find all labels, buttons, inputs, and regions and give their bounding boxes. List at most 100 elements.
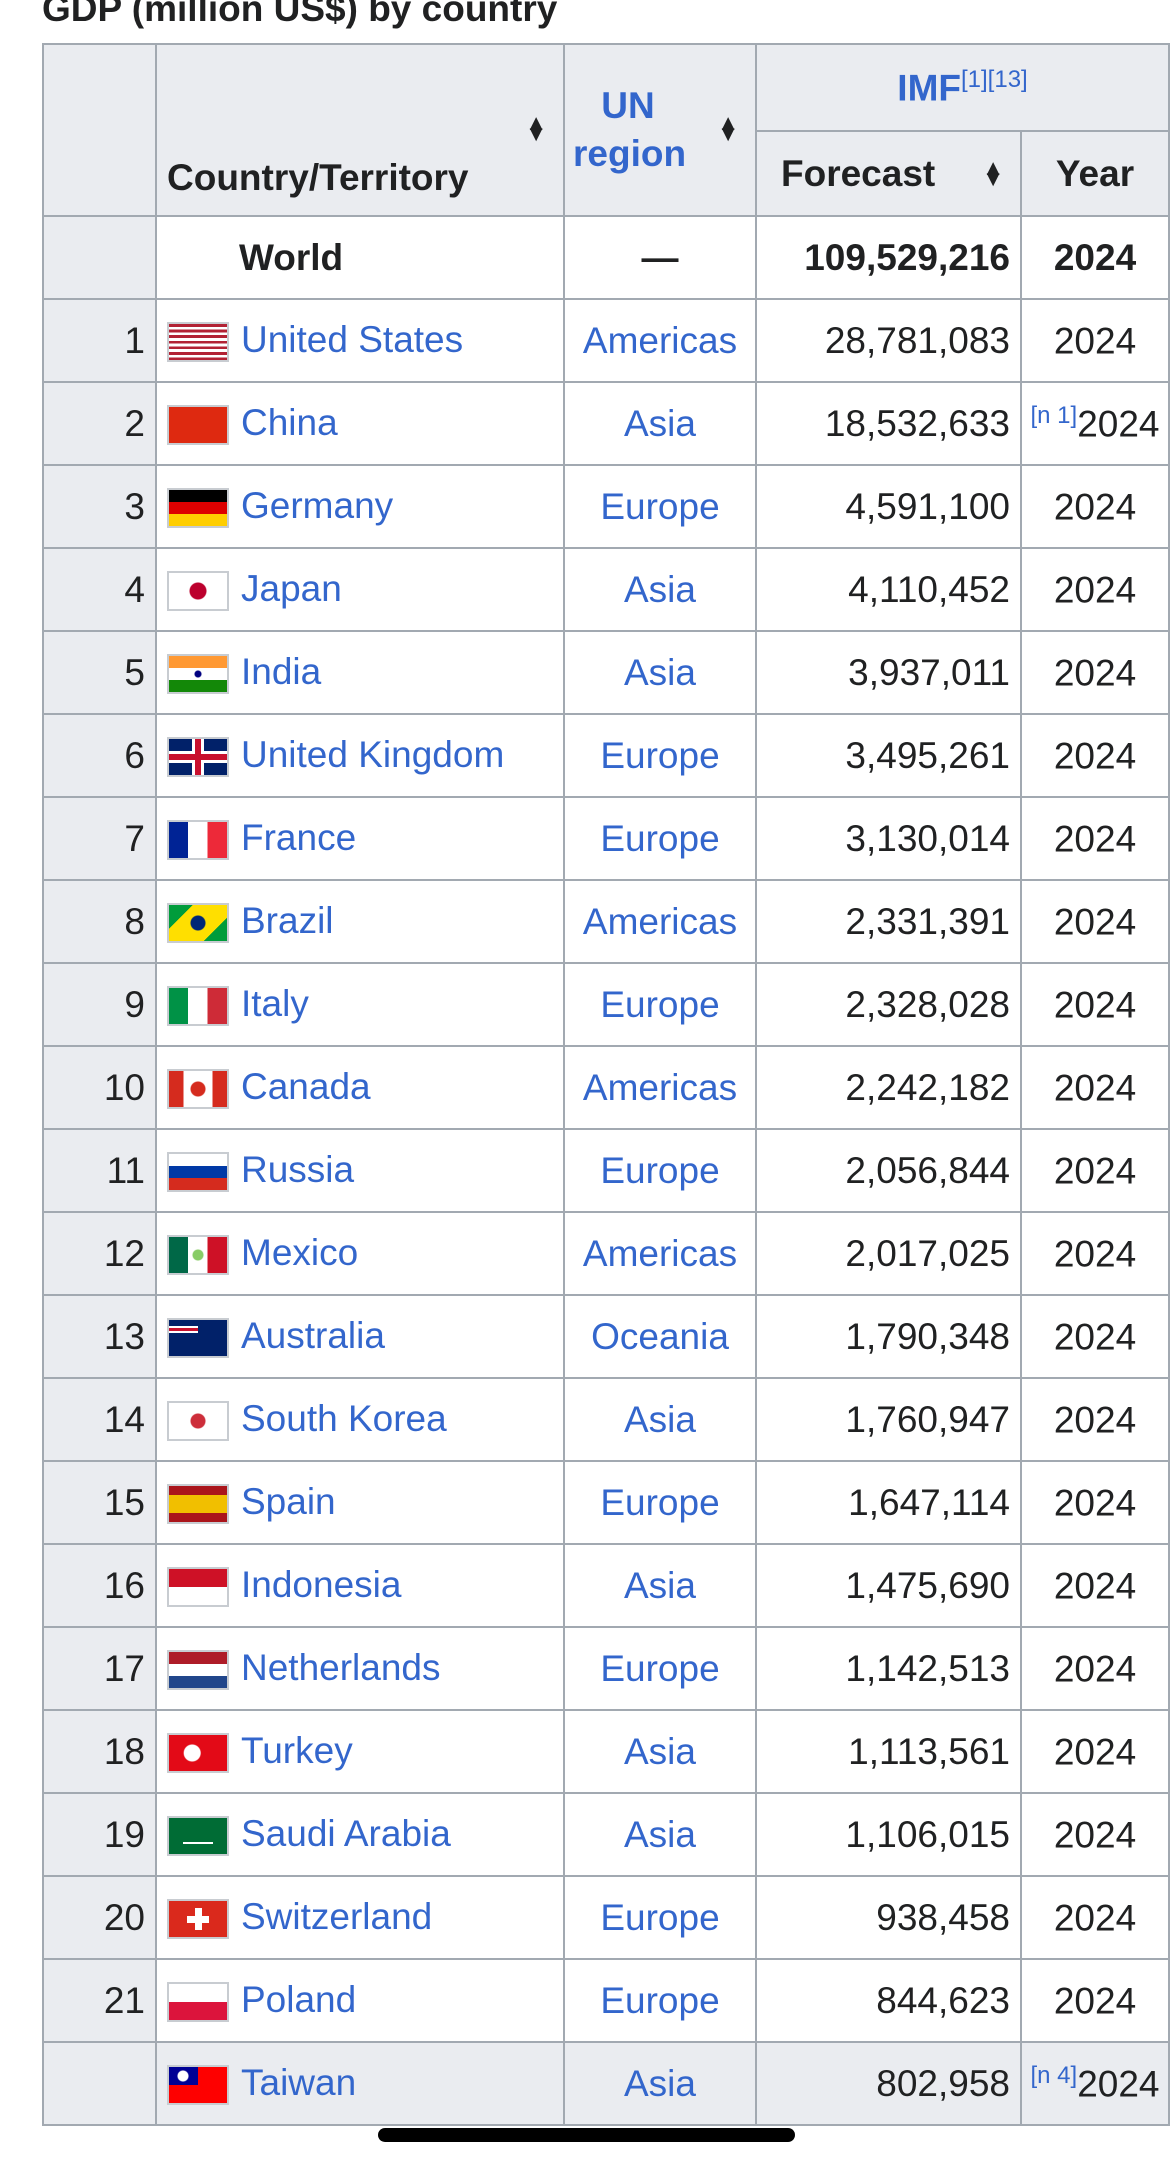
region-header[interactable]: UN region ▲ ▼ [563,43,757,217]
country-cell: Canada [155,1045,565,1130]
flag-icon-nl [167,1650,229,1691]
rank-cell: 19 [42,1792,157,1877]
rank-cell: 4 [42,547,157,632]
country-link[interactable]: Spain [241,1480,336,1522]
country-cell: Turkey [155,1709,565,1794]
flag-icon-br [167,903,229,944]
country-cell: Italy [155,962,565,1047]
region-link[interactable]: Asia [624,402,696,444]
imf-link[interactable]: IMF [897,67,961,109]
country-cell: Spain [155,1460,565,1545]
sort-icon[interactable]: ▲ ▼ [982,155,1004,191]
world-region: — [563,215,757,300]
country-link[interactable]: Japan [241,567,342,609]
country-link[interactable]: Switzerland [241,1895,433,1937]
country-link[interactable]: United States [241,318,464,360]
region-link[interactable]: Asia [624,1564,696,1606]
sort-icon[interactable]: ▲ ▼ [717,110,739,146]
country-link[interactable]: Italy [241,982,309,1024]
region-cell: Americas [563,1211,757,1296]
note-ref[interactable]: [n 4] [1030,2061,1078,2089]
imf-refs[interactable]: [1][13] [961,65,1028,93]
region-link[interactable]: Americas [582,319,738,361]
forecast-cell: 2,331,391 [755,879,1022,964]
note-ref[interactable]: [n 1] [1030,401,1078,429]
country-link[interactable]: China [241,401,338,443]
sort-icon[interactable]: ▲ ▼ [525,110,547,146]
region-link[interactable]: Americas [582,1066,738,1108]
country-link[interactable]: Saudi Arabia [241,1812,451,1854]
country-link[interactable]: Taiwan [241,2061,357,2103]
region-link[interactable]: Europe [600,1896,720,1938]
forecast-cell: 802,958 [755,2041,1022,2126]
country-link[interactable]: Canada [241,1065,371,1107]
rank-cell: 10 [42,1045,157,1130]
region-link[interactable]: Europe [600,983,720,1025]
rank-cell: 7 [42,796,157,881]
year-cell: 2024 [1019,1626,1170,1711]
forecast-cell: 1,142,513 [755,1626,1022,1711]
country-link[interactable]: France [241,816,357,858]
region-cell: Europe [563,1460,757,1545]
table-row: 13 Australia Oceania 1,790,348 2024 [42,1294,1170,1379]
world-year: 2024 [1019,215,1170,300]
country-cell: France [155,796,565,881]
flag-icon-sa [167,1816,229,1857]
region-link[interactable]: Europe [600,1647,720,1689]
forecast-header[interactable]: Forecast ▲ ▼ [755,130,1022,217]
region-link[interactable]: Americas [582,900,738,942]
country-link[interactable]: Mexico [241,1231,359,1273]
country-link[interactable]: Indonesia [241,1563,402,1605]
region-link[interactable]: Asia [624,651,696,693]
table-row: 15 Spain Europe 1,647,114 2024 [42,1460,1170,1545]
forecast-cell: 1,790,348 [755,1294,1022,1379]
forecast-cell: 1,760,947 [755,1377,1022,1462]
flag-icon-ru [167,1152,229,1193]
region-link[interactable]: Asia [624,1813,696,1855]
country-link[interactable]: United Kingdom [241,733,505,775]
region-link[interactable]: Europe [600,734,720,776]
country-link[interactable]: South Korea [241,1397,447,1439]
region-link[interactable]: Asia [624,1398,696,1440]
un-region-link[interactable]: UN region [573,85,687,174]
table-row: 5 India Asia 3,937,011 2024 [42,630,1170,715]
flag-icon-in [167,654,229,695]
year-header[interactable]: Year [1019,130,1170,217]
country-header[interactable]: Country/Territory ▲ ▼ [155,43,565,217]
rank-cell: 8 [42,879,157,964]
region-link[interactable]: Asia [624,1730,696,1772]
table-row: 7 France Europe 3,130,014 2024 [42,796,1170,881]
country-link[interactable]: Turkey [241,1729,353,1771]
country-link[interactable]: India [241,650,322,692]
country-link[interactable]: Germany [241,484,394,526]
region-cell: Americas [563,1045,757,1130]
table-row: 12 Mexico Americas 2,017,025 2024 [42,1211,1170,1296]
forecast-cell: 1,113,561 [755,1709,1022,1794]
region-link[interactable]: Europe [600,817,720,859]
country-link[interactable]: Australia [241,1314,385,1356]
country-cell: India [155,630,565,715]
rank-cell: 20 [42,1875,157,1960]
forecast-cell: 4,591,100 [755,464,1022,549]
home-indicator[interactable] [378,2128,795,2142]
country-link[interactable]: Poland [241,1978,357,2020]
forecast-cell: 2,328,028 [755,962,1022,1047]
region-cell: Europe [563,962,757,1047]
region-link[interactable]: Americas [582,1232,738,1274]
country-link[interactable]: Brazil [241,899,334,941]
region-link[interactable]: Oceania [591,1315,729,1357]
region-link[interactable]: Europe [600,1481,720,1523]
region-link[interactable]: Europe [600,485,720,527]
flag-icon-us [167,322,229,363]
rank-cell: 21 [42,1958,157,2043]
region-link[interactable]: Asia [624,2062,696,2104]
country-cell: Saudi Arabia [155,1792,565,1877]
region-link[interactable]: Europe [600,1149,720,1191]
region-link[interactable]: Asia [624,568,696,610]
year-cell: 2024 [1019,1294,1170,1379]
country-link[interactable]: Netherlands [241,1646,441,1688]
region-link[interactable]: Europe [600,1979,720,2021]
country-link[interactable]: Russia [241,1148,355,1190]
flag-icon-es [167,1484,229,1525]
country-cell: Taiwan [155,2041,565,2126]
